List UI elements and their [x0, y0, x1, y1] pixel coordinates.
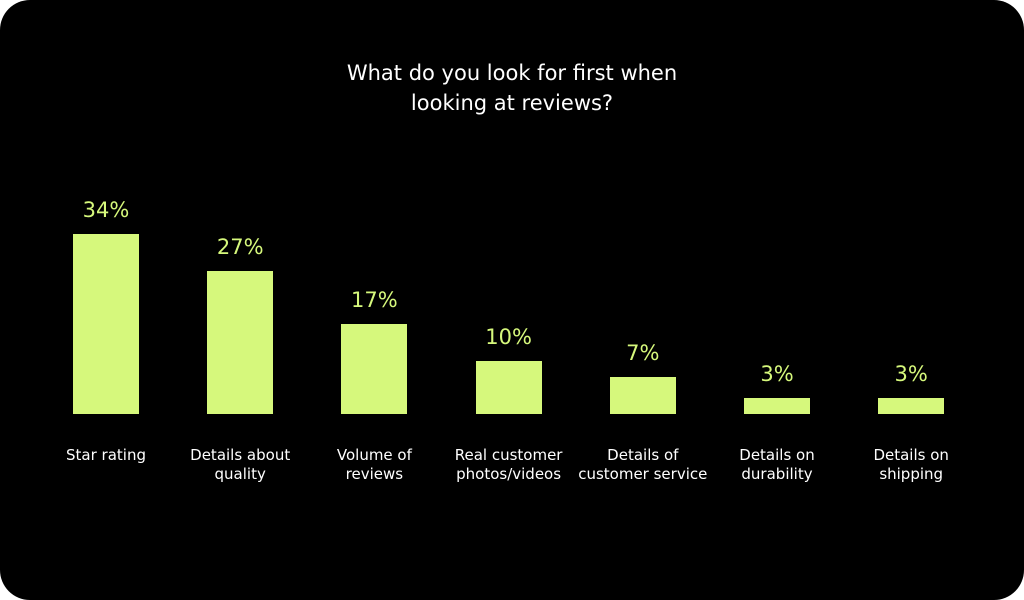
- x-tick-label: Details about quality: [190, 446, 291, 483]
- bar: [609, 376, 676, 414]
- x-tick-label: Details of customer service: [578, 446, 708, 483]
- value-label: 3%: [760, 362, 794, 387]
- value-label: 3%: [894, 362, 928, 387]
- value-label: 34%: [82, 197, 130, 222]
- bar: [341, 323, 408, 414]
- chart-title: What do you look for first when looking …: [346, 61, 678, 115]
- x-tick-label: Star rating: [66, 446, 146, 464]
- x-tick-label: Volume of reviews: [336, 446, 412, 483]
- x-tick-label: Real customer photos/videos: [454, 446, 563, 483]
- bar: [73, 233, 139, 414]
- bar: [744, 398, 810, 414]
- x-tick-label: Details on durability: [739, 446, 815, 483]
- value-label: 7%: [626, 340, 660, 365]
- bar: [475, 361, 542, 414]
- value-label: 17%: [351, 287, 398, 312]
- value-label: 10%: [485, 325, 532, 349]
- x-tick-label: Details on shipping: [873, 446, 949, 483]
- value-label: 27%: [216, 234, 264, 259]
- bar: [878, 398, 945, 414]
- bar: [207, 270, 274, 414]
